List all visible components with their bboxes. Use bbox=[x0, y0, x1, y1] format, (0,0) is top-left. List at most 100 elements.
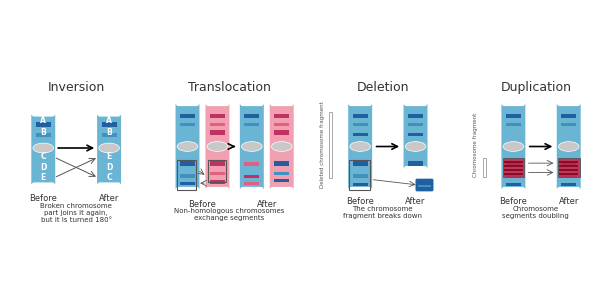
Bar bbox=[504, 169, 523, 171]
Text: After: After bbox=[559, 197, 579, 206]
Bar bbox=[504, 165, 523, 167]
Ellipse shape bbox=[503, 142, 524, 151]
Bar bbox=[408, 133, 423, 136]
Bar bbox=[274, 114, 289, 118]
Bar bbox=[561, 174, 577, 178]
Bar bbox=[353, 123, 368, 126]
Text: B: B bbox=[106, 128, 112, 137]
Bar bbox=[274, 161, 289, 166]
Ellipse shape bbox=[558, 142, 579, 151]
Ellipse shape bbox=[272, 142, 292, 151]
FancyBboxPatch shape bbox=[501, 103, 525, 190]
Bar bbox=[506, 161, 521, 166]
Bar bbox=[559, 173, 578, 175]
Bar bbox=[558, 158, 580, 177]
FancyBboxPatch shape bbox=[206, 103, 230, 190]
Text: D: D bbox=[106, 163, 112, 172]
Bar bbox=[506, 114, 521, 118]
Bar bbox=[561, 161, 577, 166]
Text: E: E bbox=[40, 173, 46, 182]
FancyBboxPatch shape bbox=[97, 114, 121, 185]
Text: Broken chromosome
part joins it again,
but it is turned 180°: Broken chromosome part joins it again, b… bbox=[40, 202, 112, 223]
Text: After: After bbox=[256, 200, 277, 209]
Text: After: After bbox=[405, 197, 426, 206]
Bar bbox=[561, 114, 577, 118]
Text: A: A bbox=[106, 116, 112, 125]
Text: C: C bbox=[40, 152, 46, 162]
Text: Before: Before bbox=[29, 194, 57, 203]
Bar bbox=[102, 122, 116, 127]
Bar bbox=[353, 174, 368, 178]
Bar bbox=[408, 123, 423, 126]
FancyBboxPatch shape bbox=[176, 103, 200, 190]
Text: Duplication: Duplication bbox=[501, 81, 572, 94]
Text: Before: Before bbox=[188, 200, 217, 209]
Text: Deletion: Deletion bbox=[356, 81, 409, 94]
FancyBboxPatch shape bbox=[348, 103, 372, 190]
Bar bbox=[102, 133, 116, 137]
Text: Translocation: Translocation bbox=[188, 81, 271, 94]
Text: Before: Before bbox=[499, 197, 528, 206]
Text: Non-homologous chromosomes
exchange segments: Non-homologous chromosomes exchange segm… bbox=[174, 208, 285, 221]
Bar bbox=[274, 130, 289, 135]
Bar bbox=[274, 123, 289, 126]
FancyBboxPatch shape bbox=[240, 103, 264, 190]
FancyBboxPatch shape bbox=[31, 114, 55, 185]
Text: Chromosome fragment: Chromosome fragment bbox=[474, 113, 479, 177]
Ellipse shape bbox=[350, 142, 370, 151]
Bar bbox=[244, 123, 259, 126]
Bar bbox=[274, 172, 289, 175]
Bar bbox=[559, 165, 578, 167]
Bar bbox=[210, 161, 225, 166]
Bar bbox=[408, 114, 423, 118]
Bar bbox=[329, 112, 332, 178]
Text: A: A bbox=[40, 116, 47, 125]
Bar bbox=[353, 161, 368, 166]
Bar bbox=[506, 123, 521, 126]
Ellipse shape bbox=[207, 142, 228, 151]
Bar bbox=[180, 123, 195, 126]
Ellipse shape bbox=[99, 143, 119, 153]
Text: C: C bbox=[106, 173, 112, 182]
Bar bbox=[207, 160, 226, 182]
Text: After: After bbox=[99, 194, 119, 203]
Bar bbox=[504, 161, 523, 163]
Bar bbox=[502, 158, 524, 177]
Text: Deleted chromosome fragment: Deleted chromosome fragment bbox=[320, 102, 325, 188]
Bar bbox=[244, 162, 259, 166]
Ellipse shape bbox=[242, 142, 262, 151]
Bar bbox=[210, 180, 225, 184]
Bar bbox=[559, 161, 578, 163]
Bar bbox=[506, 174, 521, 178]
Bar bbox=[180, 161, 195, 166]
Bar bbox=[353, 183, 368, 186]
Ellipse shape bbox=[405, 142, 426, 151]
Bar bbox=[483, 158, 486, 177]
Bar bbox=[210, 172, 225, 175]
Bar bbox=[210, 114, 225, 118]
Bar bbox=[274, 179, 289, 182]
Bar bbox=[210, 123, 225, 126]
Ellipse shape bbox=[33, 143, 54, 153]
Bar bbox=[561, 123, 577, 126]
Text: Before: Before bbox=[346, 197, 374, 206]
Text: The chromosome
fragment breaks down: The chromosome fragment breaks down bbox=[343, 206, 422, 219]
FancyBboxPatch shape bbox=[403, 103, 427, 169]
Text: D: D bbox=[40, 163, 47, 172]
Bar bbox=[244, 114, 259, 118]
Bar bbox=[504, 173, 523, 175]
Bar bbox=[353, 114, 368, 118]
Text: B: B bbox=[40, 128, 46, 137]
Bar bbox=[559, 169, 578, 171]
Bar bbox=[177, 160, 196, 190]
Text: E: E bbox=[106, 152, 112, 162]
Bar bbox=[349, 160, 370, 190]
Bar bbox=[353, 133, 368, 136]
Bar bbox=[35, 133, 51, 137]
Bar bbox=[35, 122, 51, 127]
FancyBboxPatch shape bbox=[270, 103, 294, 190]
Ellipse shape bbox=[177, 142, 198, 151]
Bar bbox=[244, 175, 259, 178]
FancyBboxPatch shape bbox=[557, 103, 581, 190]
Bar bbox=[180, 114, 195, 118]
